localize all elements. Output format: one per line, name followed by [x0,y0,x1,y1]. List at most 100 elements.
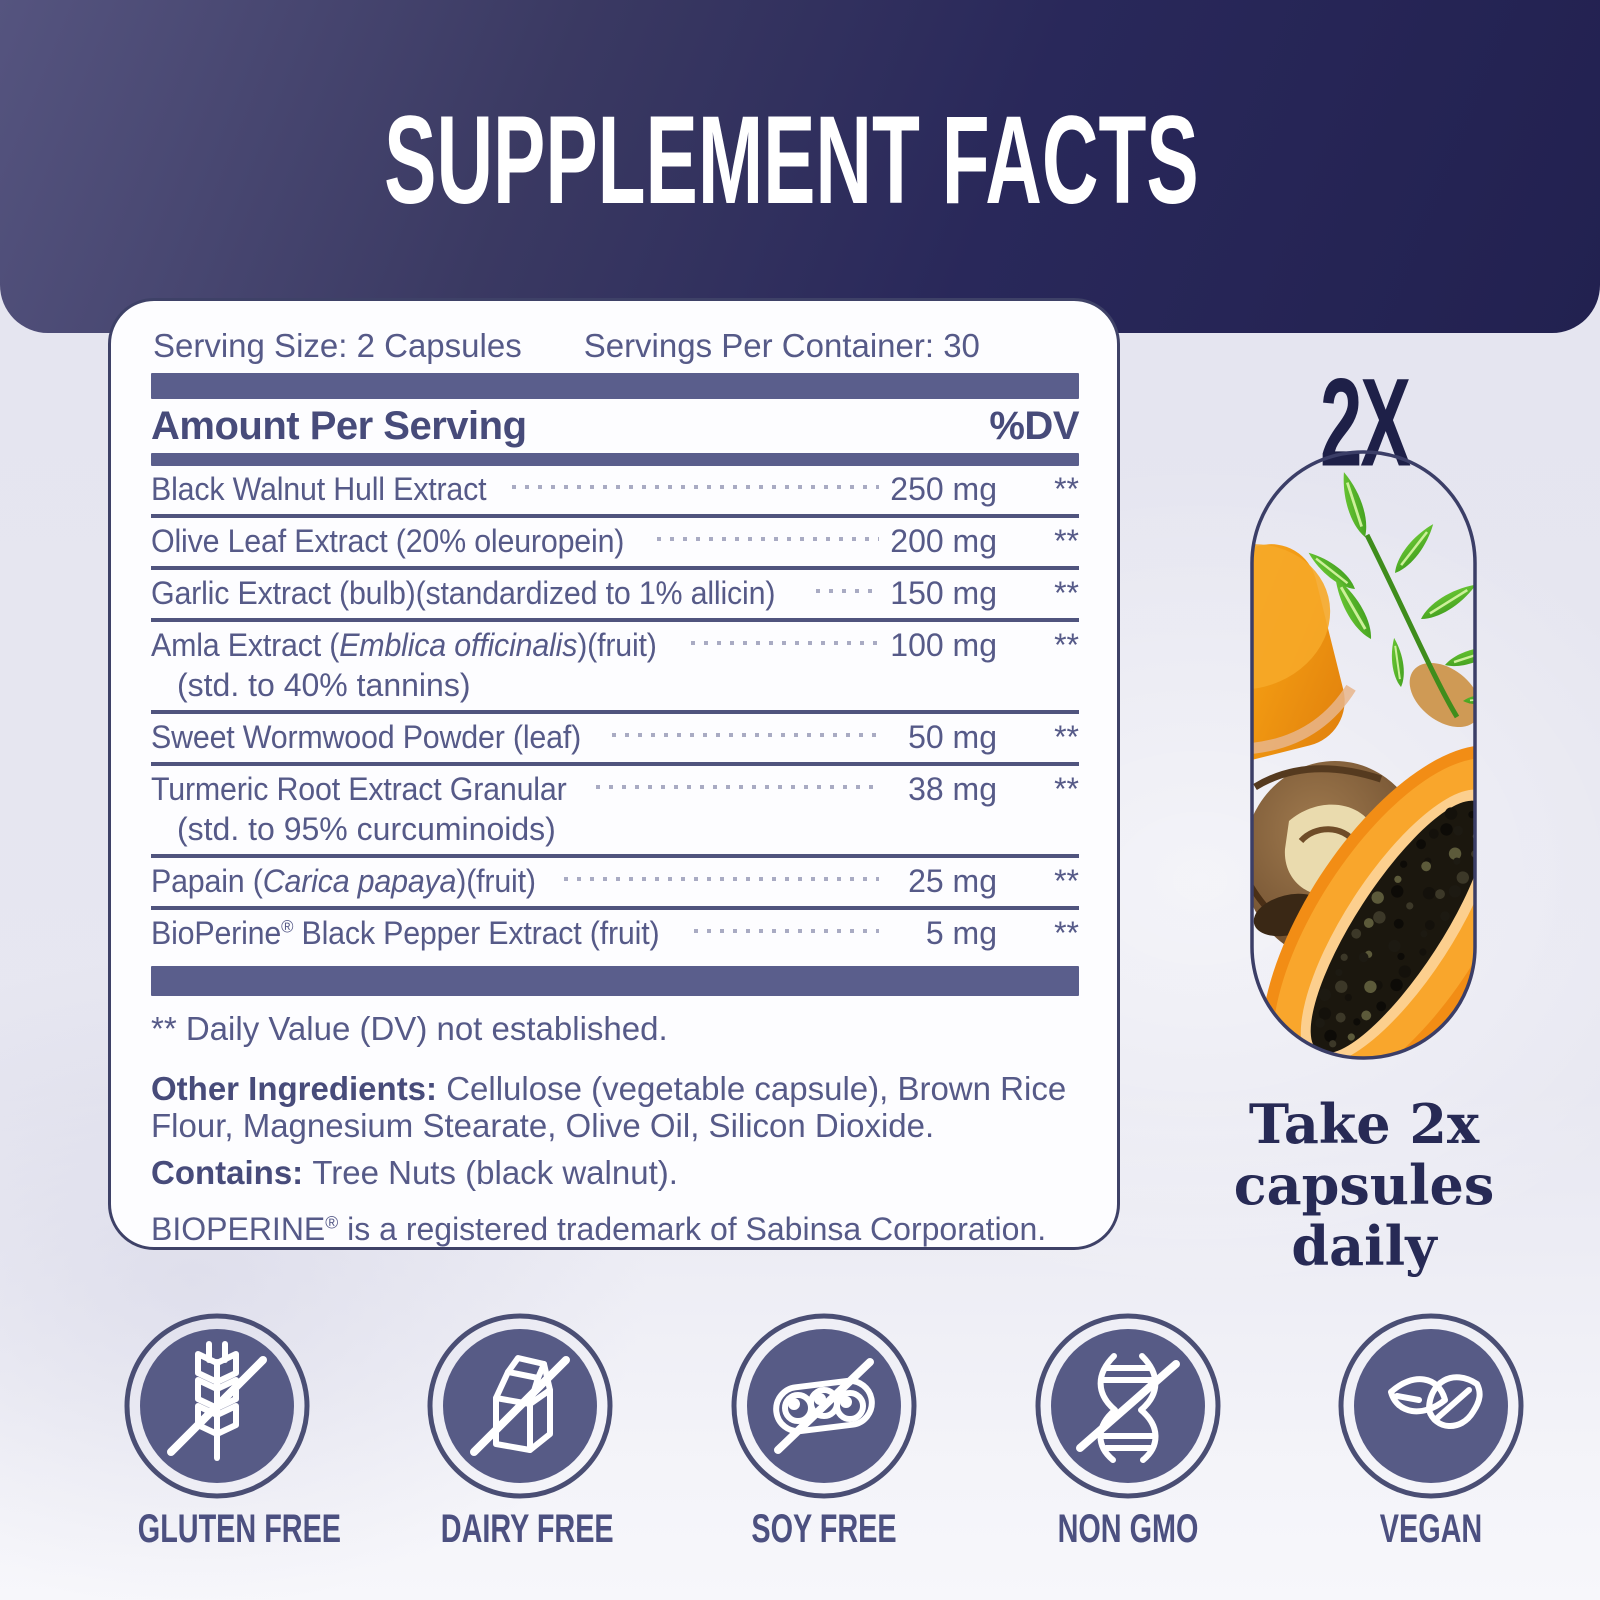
ingredient-dv: ** [1054,771,1079,807]
italic-text: Carica papaya [262,863,457,899]
badge-label: DAIRY FREE [440,1507,614,1551]
serving-size: Serving Size: 2 Capsules [153,327,522,364]
row-main-line: Olive Leaf Extract (20% oleuropein) 200 m… [151,521,1079,561]
table-header: Amount Per Serving %DV [151,404,1079,449]
text-part: ** Daily Value (DV) not established. [151,1010,668,1047]
dose-multiplier-text: 2X [1319,352,1410,492]
header-banner: SUPPLEMENT FACTS [0,0,1600,333]
leader-dots [816,589,879,593]
ingredient-amount: 50 mg [908,719,997,755]
text-part: BioPerine [151,915,282,951]
directions-text: Take 2x capsules daily [1214,1094,1514,1277]
turmeric-root [1252,544,1356,762]
table-row: Olive Leaf Extract (20% oleuropein) 200 m… [151,514,1079,566]
ingredient-amount: 200 mg [890,523,997,559]
ingredient-dv: ** [1054,471,1079,507]
text-part: )(fruit) [456,863,536,899]
table-row: Papain (Carica papaya)(fruit) 25 mg ** [151,854,1079,906]
bold-lead: Other Ingredients: [151,1070,447,1107]
ingredient-subline: (std. to 40% tannins) [177,667,471,703]
ingredient-dv: ** [1054,627,1079,663]
badge-non-gmo: NON GMO [1018,1311,1238,1552]
papaya-half [1260,745,1475,1058]
text-part: Black Pepper Extract (fruit) [293,915,660,951]
leader-dots [657,537,879,541]
text-part: Garlic Extract (bulb)(standardized to 1%… [151,575,776,611]
ingredient-dv: ** [1054,575,1079,611]
ingredient-subline: (std. to 95% curcuminoids) [177,811,556,847]
page-title: SUPPLEMENT FACTS [384,89,1199,230]
registered-mark: ® [325,1212,339,1233]
leaves-icon [1338,1313,1524,1499]
divider-bar [151,373,1079,399]
ingredient-dv: ** [1054,915,1079,951]
badge-label: SOY FREE [751,1507,897,1551]
papaya-seeds [1315,807,1475,1048]
table-row: Turmeric Root Extract Granular 38 mg ** (st… [151,762,1079,854]
dv-column-header: %DV [989,404,1079,448]
badge-label: GLUTEN FREE [137,1507,342,1551]
text-part: Sweet Wormwood Powder (leaf) [151,719,582,755]
row-main-line: Papain (Carica papaya)(fruit) 25 mg ** [151,861,1079,901]
amount-column-header: Amount Per Serving [151,404,527,448]
ingredient-dv: ** [1054,523,1079,559]
leader-dots [611,733,879,737]
ingredient-rows: Black Walnut Hull Extract 250 mg ** Olive L… [151,466,1079,958]
ingredient-name: Sweet Wormwood Powder (leaf) [151,717,581,757]
ingredient-amount: 250 mg [890,471,997,507]
divider-bar [151,453,1079,466]
table-row: Amla Extract (Emblica officinalis)(fruit… [151,618,1079,710]
text-part: Cellulose (vegetable capsule), Brown Ric… [151,1070,1067,1144]
dna-slash-icon [1035,1313,1221,1499]
milk-carton-slash-icon [427,1313,613,1499]
table-row: Sweet Wormwood Powder (leaf) 50 mg ** [151,710,1079,762]
directions-line: capsules [1233,1153,1495,1217]
ingredient-name: Garlic Extract (bulb)(standardized to 1%… [151,573,775,613]
footnote: Other Ingredients: Cellulose (vegetable … [151,1070,1079,1144]
row-main-line: Garlic Extract (bulb)(standardized to 1%… [151,573,1079,613]
ingredient-amount: 38 mg [908,771,997,807]
soybean-slash-icon [731,1313,917,1499]
table-row: Black Walnut Hull Extract 250 mg ** [151,466,1079,514]
badge-dairy-free: DAIRY FREE [410,1311,630,1552]
text-part: )(fruit) [577,627,657,663]
footnotes: ** Daily Value (DV) not established. Othe… [151,1010,1079,1247]
text-part: Papain ( [151,863,263,899]
leader-dots [691,641,879,645]
wheat-slash-icon [124,1313,310,1499]
leader-dots [694,929,879,933]
ingredient-name: Olive Leaf Extract (20% oleuropein) [151,521,624,561]
ingredient-amount: 25 mg [908,863,997,899]
capsule-svg [1250,450,1477,1060]
ingredient-amount: 100 mg [890,627,997,663]
ingredient-amount: 5 mg [925,915,997,951]
ingredient-dv: ** [1054,719,1079,755]
text-part: Amla Extract ( [151,627,340,663]
registered-mark: ® [281,916,294,937]
badge-soy-free: SOY FREE [714,1311,934,1552]
leader-dots [564,877,879,881]
capsule-illustration [1249,449,1478,1061]
badge-vegan: VEGAN [1321,1311,1541,1552]
row-main-line: Amla Extract (Emblica officinalis)(fruit… [151,625,1079,665]
text-part: BIOPERINE [151,1211,326,1247]
row-main-line: Black Walnut Hull Extract 250 mg ** [151,469,1079,509]
divider-bar [151,966,1079,996]
table-row: Garlic Extract (bulb)(standardized to 1%… [151,566,1079,618]
footnote: BIOPERINE® is a registered trademark of … [151,1210,1079,1247]
row-main-line: BioPerine® Black Pepper Extract (fruit) 5… [151,913,1079,953]
ingredient-name: Black Walnut Hull Extract [151,469,487,509]
ingredient-name: Amla Extract (Emblica officinalis)(fruit… [151,625,657,665]
text-part: Tree Nuts (black walnut). [312,1154,678,1191]
badge-label: NON GMO [1057,1507,1199,1551]
row-main-line: Turmeric Root Extract Granular 38 mg ** [151,769,1079,809]
directions-line: daily [1291,1214,1437,1278]
servings-per-container: Servings Per Container: 30 [583,327,980,364]
text-part: Olive Leaf Extract (20% oleuropein) [151,523,625,559]
italic-text: Emblica officinalis [339,627,578,663]
ingredient-name: Papain (Carica papaya)(fruit) [151,861,536,901]
serving-info: Serving Size: 2 Capsules Servings Per Co… [153,327,1079,365]
footnote: ** Daily Value (DV) not established. [151,1010,1079,1048]
badge-gluten-free: GLUTEN FREE [107,1311,342,1552]
